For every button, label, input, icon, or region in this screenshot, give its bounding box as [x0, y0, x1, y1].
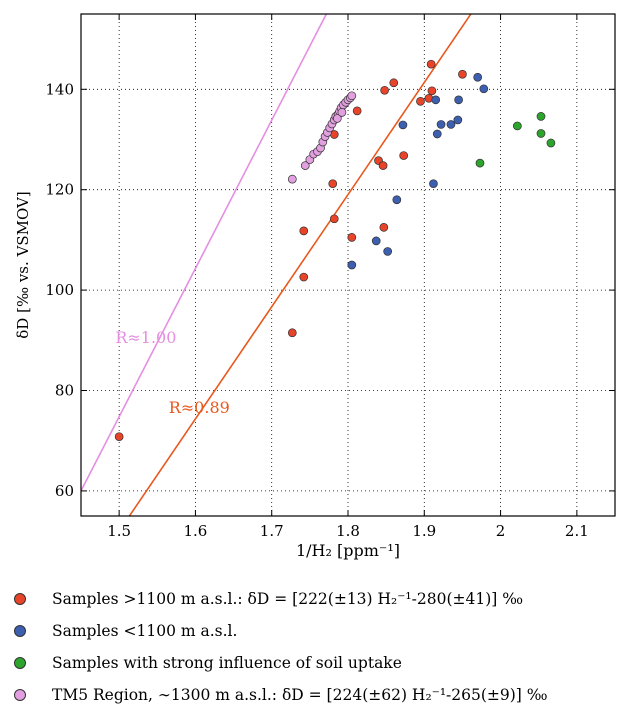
data-point-series-1: [383, 247, 393, 256]
data-point-series-0: [416, 96, 425, 106]
legend-item-low-altitude: Samples <1100 m a.s.l.: [10, 619, 237, 643]
x-tick-label: 2: [496, 522, 506, 540]
data-point-series-2: [536, 112, 546, 121]
legend-marker-green-dot: [14, 657, 26, 669]
data-point-series-1: [473, 72, 483, 82]
data-points: [114, 59, 556, 442]
legend-label: Samples >1100 m a.s.l.: δD = [222(±13) H…: [52, 590, 524, 608]
data-point-series-3: [287, 174, 297, 184]
legend-item-soil-uptake: Samples with strong influence of soil up…: [10, 651, 402, 675]
data-point-series-1: [347, 260, 357, 270]
data-point-series-0: [287, 328, 297, 338]
data-point-series-1: [429, 179, 438, 189]
data-point-series-1: [392, 195, 402, 205]
y-tick-label: 100: [45, 281, 74, 299]
legend-item-high-altitude: Samples >1100 m a.s.l.: δD = [222(±13) H…: [10, 587, 523, 611]
data-point-series-2: [475, 158, 485, 168]
data-point-series-2: [546, 138, 556, 148]
fit-line-label: R≈1.00: [115, 328, 176, 347]
legend-marker-blue-dot: [14, 625, 26, 637]
data-point-series-0: [329, 214, 339, 224]
x-axis-label: 1/H₂ [ppm⁻¹]: [296, 541, 400, 560]
legend-item-tm5-region: TM5 Region, ∼1300 m a.s.l.: δD = [224(±6…: [10, 683, 548, 707]
data-point-series-1: [453, 115, 463, 125]
y-tick-label: 60: [55, 482, 74, 500]
data-point-series-0: [379, 223, 389, 232]
data-point-series-1: [454, 95, 463, 105]
fit-lines: [81, 14, 472, 516]
y-tick-label: 80: [55, 382, 74, 400]
data-point-series-0: [380, 85, 389, 95]
y-axis-label: δD [‰ vs. VSMOV]: [14, 191, 32, 338]
data-point-series-3: [332, 114, 342, 123]
data-point-series-0: [427, 86, 437, 96]
data-point-series-3: [337, 108, 347, 117]
legend-label: Samples with strong influence of soil up…: [52, 654, 402, 672]
x-tick-label: 1.5: [107, 522, 131, 540]
data-point-series-1: [436, 120, 446, 129]
data-point-series-0: [426, 59, 436, 69]
x-tick-label: 1.8: [336, 522, 360, 540]
data-point-series-0: [389, 78, 399, 88]
data-point-series-3: [300, 161, 310, 170]
data-point-series-0: [378, 161, 388, 170]
data-point-series-3: [347, 91, 357, 101]
legend-marker-red-dot: [14, 593, 26, 605]
grid-lines: [81, 14, 615, 516]
data-point-series-0: [399, 151, 409, 160]
axis-ticks: 1.5 1.6 1.7 1.8 1.9 2 2.1 60 80 100 120 140: [45, 14, 615, 540]
data-point-series-1: [479, 84, 489, 94]
data-point-series-0: [299, 272, 309, 282]
data-point-series-1: [431, 95, 441, 105]
legend-marker-pink-dot: [14, 689, 26, 701]
legend-label: TM5 Region, ∼1300 m a.s.l.: δD = [224(±6…: [52, 686, 548, 704]
x-tick-label: 1.9: [412, 522, 436, 540]
fit-line: [128, 14, 472, 516]
data-point-series-1: [432, 129, 442, 139]
data-point-series-1: [371, 236, 381, 246]
legend-label: Samples <1100 m a.s.l.: [52, 622, 238, 640]
x-tick-label: 1.6: [183, 522, 207, 540]
data-point-series-0: [299, 226, 309, 236]
data-point-series-2: [536, 129, 546, 138]
data-point-series-0: [114, 432, 124, 442]
data-point-series-0: [458, 69, 467, 79]
data-point-series-2: [513, 121, 522, 131]
data-point-series-0: [352, 106, 362, 116]
fit-line-labels: R≈1.00 R≈0.89: [115, 328, 229, 417]
x-tick-label: 2.1: [565, 522, 589, 540]
y-tick-label: 140: [45, 80, 74, 98]
fit-line: [81, 14, 328, 492]
data-point-series-0: [347, 233, 357, 242]
fit-line-label: R≈0.89: [169, 398, 230, 417]
data-point-series-1: [446, 120, 456, 129]
data-point-series-1: [398, 120, 408, 130]
data-point-series-0: [328, 179, 338, 189]
y-tick-label: 120: [45, 181, 74, 199]
x-tick-label: 1.7: [260, 522, 284, 540]
